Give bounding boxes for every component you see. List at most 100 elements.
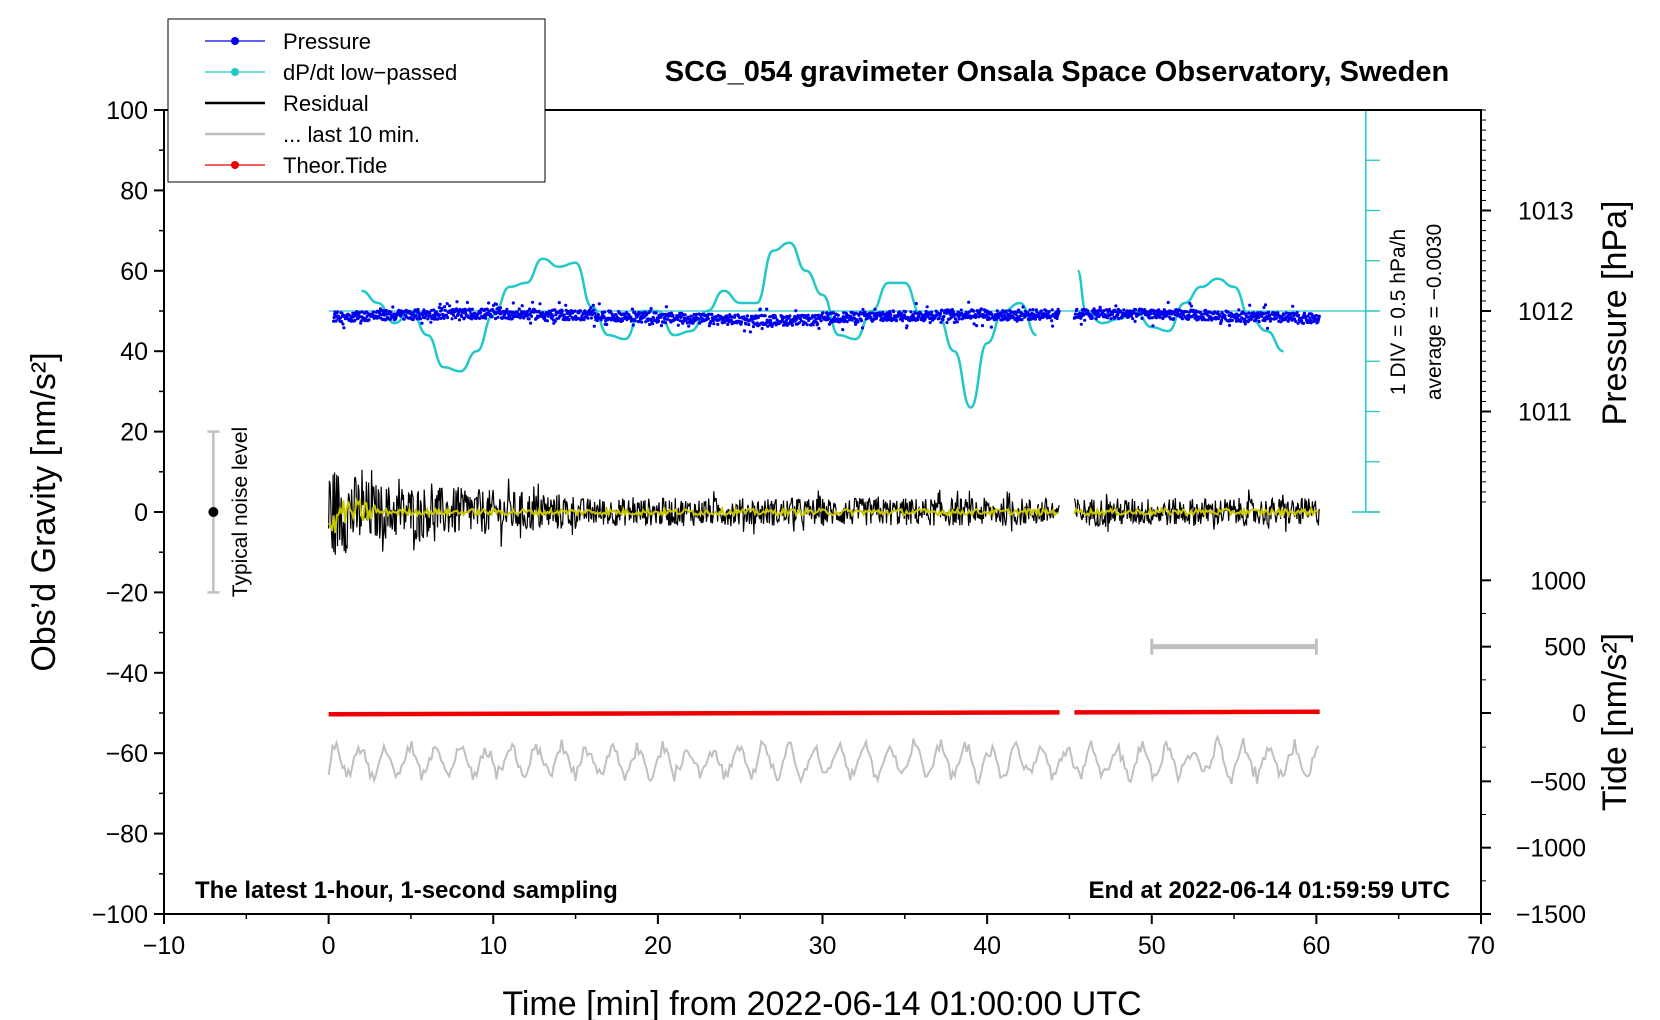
pressure-point (726, 322, 730, 326)
pressure-point (797, 321, 801, 325)
pressure-point (391, 305, 395, 309)
pressure-point (418, 317, 423, 321)
legend-items: Pressure dP/dt low−passed Residual ... last… (205, 29, 457, 178)
pressure-point (769, 318, 773, 323)
pressure-point (497, 309, 502, 313)
pressure-point (490, 315, 494, 319)
pressure-point (432, 308, 436, 312)
pressure-point (592, 324, 596, 328)
pressure-point (689, 314, 693, 318)
legend: Pressure dP/dt low−passed Residual ... last… (167, 18, 546, 183)
pressure-point (1237, 308, 1241, 312)
pressure-point (706, 317, 711, 321)
pressure-point (602, 315, 606, 319)
pressure-point (840, 317, 844, 321)
pressure-point (1096, 311, 1100, 315)
pressure-point (1014, 312, 1018, 317)
pressure-point (1127, 315, 1131, 319)
pressure-point (605, 322, 609, 327)
pressure-point (892, 310, 896, 314)
y-tick-label: 60 (120, 258, 148, 286)
pressure-point (707, 312, 711, 316)
pressure-point (494, 302, 499, 306)
pressure-point (334, 319, 338, 323)
pressure-point (1317, 314, 1321, 318)
pressure-point (649, 307, 653, 311)
pressure-point (465, 300, 469, 305)
chart-subtitle-left: The latest 1-hour, 1-second sampling (195, 877, 618, 904)
pressure-point (1291, 304, 1295, 308)
pressure-point (710, 312, 714, 316)
pressure-point (925, 305, 929, 309)
tide-line-segment (1074, 709, 1320, 715)
pressure-point (654, 311, 658, 315)
x-tick-label: 50 (1138, 932, 1166, 960)
pressure-point (664, 305, 669, 309)
pressure-point (766, 324, 770, 328)
pressure-point (1246, 315, 1250, 319)
pressure-point (1189, 304, 1193, 308)
pressure-point (972, 322, 976, 326)
pressure-point (554, 313, 558, 317)
pressure-point (816, 322, 820, 326)
pressure-point (415, 317, 419, 321)
pressure-point (980, 324, 985, 328)
pressure-point (597, 302, 601, 306)
pressure-point (952, 320, 957, 325)
pressure-point (487, 301, 491, 305)
x-tick-label: 40 (973, 932, 1001, 960)
pressure-point (1047, 310, 1051, 314)
y-tick-label: −100 (92, 901, 148, 929)
pressure-point (454, 316, 458, 320)
pressure-point (725, 314, 729, 318)
pressure-point (831, 311, 836, 315)
pressure-point (531, 300, 535, 304)
pressure-point (737, 315, 742, 320)
pressure-point (1157, 308, 1161, 312)
pressure-point (1227, 323, 1232, 327)
pressure-point (451, 308, 455, 312)
pressure-point (1079, 322, 1083, 326)
pressure-point (712, 322, 716, 326)
pressure-point (354, 313, 358, 318)
pressure-point (692, 312, 696, 317)
pressure-point (854, 311, 858, 315)
pressure-point (420, 321, 424, 325)
pressure-point (671, 313, 675, 317)
x-tick-label: 10 (479, 932, 507, 960)
pressure-point (841, 328, 845, 332)
pressure-point (1267, 314, 1272, 318)
pressure-point (388, 317, 392, 321)
pressure-point (676, 317, 680, 322)
pressure-point (1000, 314, 1004, 318)
pressure-point (1133, 319, 1137, 323)
pressure-point (562, 313, 566, 317)
pressure-point (650, 319, 654, 323)
pressure-point (426, 317, 430, 321)
pressure-point (758, 307, 762, 311)
last10-trace (327, 734, 1320, 786)
pressure-point (609, 309, 613, 313)
pressure-tick-label: 1013 (1518, 198, 1574, 226)
pressure-point (687, 324, 691, 328)
pressure-point (826, 313, 830, 318)
pressure-point (551, 314, 555, 318)
legend-label: Theor.Tide (283, 153, 387, 178)
pressure-point (342, 326, 346, 330)
pressure-point (1276, 311, 1280, 315)
pressure-point (1262, 305, 1266, 310)
noise-center-dot (208, 507, 219, 517)
pressure-point (1075, 307, 1079, 311)
pressure-point (397, 308, 401, 312)
pressure-point (972, 309, 976, 313)
pressure-point (629, 315, 633, 319)
pressure-point (716, 322, 720, 326)
pressure-point (1184, 310, 1189, 314)
pressure-point (353, 319, 357, 323)
pressure-point (814, 313, 818, 317)
pressure-point (1037, 312, 1041, 316)
pressure-point (526, 309, 530, 313)
pressure-point (528, 307, 532, 311)
pressure-point (945, 320, 949, 325)
pressure-point (733, 313, 737, 317)
